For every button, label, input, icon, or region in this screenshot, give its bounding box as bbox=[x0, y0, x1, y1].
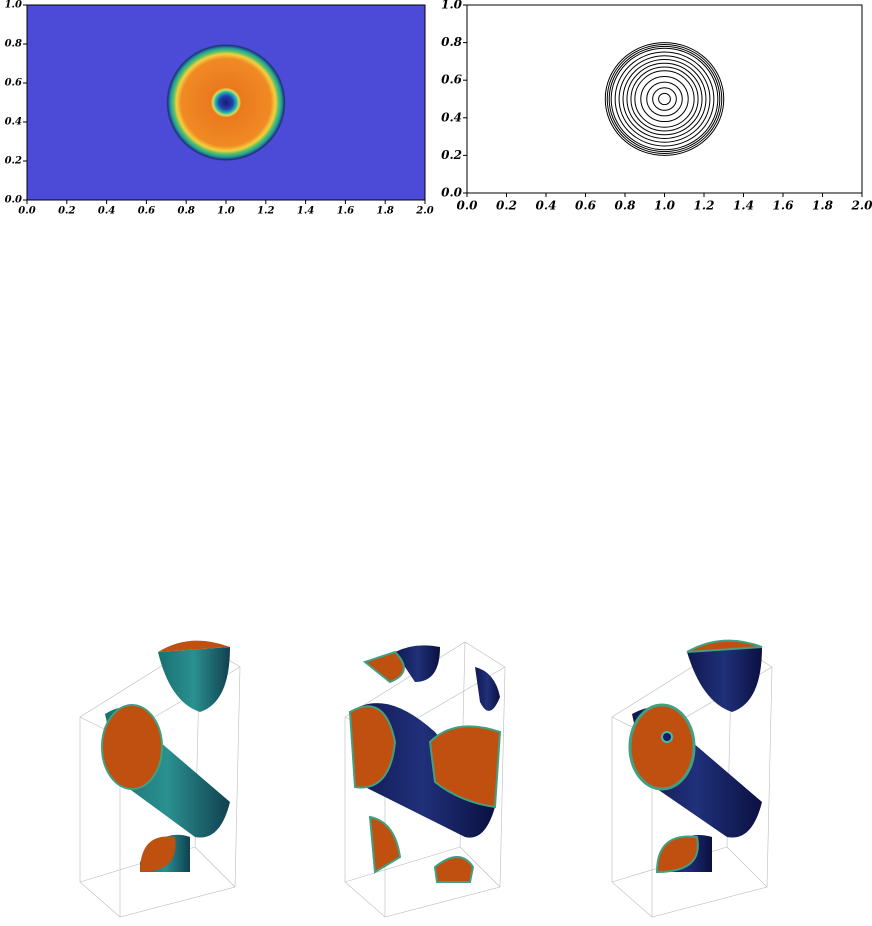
y-tick-label: 0.0 bbox=[441, 186, 463, 200]
y-tick-label: 0.2 bbox=[5, 156, 22, 167]
contour-line bbox=[608, 45, 721, 153]
y-tick-label: 0.4 bbox=[441, 110, 462, 124]
x-tick-label: 1.2 bbox=[257, 206, 274, 217]
x-tick-label: 0.0 bbox=[457, 199, 479, 213]
y-tick-label: 1.0 bbox=[5, 0, 22, 11]
x-tick-label: 0.8 bbox=[177, 206, 194, 217]
contour-line bbox=[652, 87, 677, 111]
chart: 0.0 0.2 0.4 0.6 0.8 1.0 1.2 1.4 1.6 1.8 2.0 0.0 0.2 0… bbox=[441, 0, 872, 213]
contour-line bbox=[646, 81, 683, 117]
y-tick-label: 0.4 bbox=[5, 117, 22, 128]
x-tick-label: 0.8 bbox=[615, 199, 637, 213]
contour-line bbox=[604, 42, 725, 156]
x-tick-label: 0.0 bbox=[18, 206, 35, 217]
x-tick-label: 0.2 bbox=[496, 199, 517, 213]
contour-line bbox=[626, 62, 703, 136]
plot-background bbox=[467, 5, 862, 193]
contour-line bbox=[606, 43, 723, 155]
y-tick-label: 1.0 bbox=[441, 0, 463, 12]
x-tick-label: 1.6 bbox=[337, 206, 354, 217]
contour-line bbox=[640, 75, 689, 123]
render-3d bbox=[79, 640, 241, 918]
y-tick-label: 0.6 bbox=[5, 78, 22, 89]
x-tick-label: 2.0 bbox=[851, 199, 872, 213]
x-tick-label: 1.0 bbox=[217, 206, 234, 217]
x-tick-label: 1.0 bbox=[654, 199, 676, 213]
contour-line bbox=[634, 70, 695, 128]
y-tick-label: 0.2 bbox=[441, 148, 462, 162]
x-tick-label: 0.4 bbox=[98, 206, 115, 217]
x-tick-label: 1.8 bbox=[812, 199, 834, 213]
contour-line bbox=[618, 55, 711, 143]
x-tick-label: 0.6 bbox=[138, 206, 155, 217]
x-tick-label: 2.0 bbox=[415, 206, 433, 217]
x-tick-label: 0.4 bbox=[536, 199, 557, 213]
x-tick-label: 0.6 bbox=[575, 199, 597, 213]
y-tick-label: 0.8 bbox=[5, 39, 22, 50]
y-tick-label: 0.0 bbox=[5, 195, 22, 206]
x-tick-label: 1.6 bbox=[773, 199, 795, 213]
center-spot bbox=[211, 87, 241, 118]
x-tick-label: 1.4 bbox=[733, 199, 754, 213]
contour-line bbox=[658, 92, 671, 106]
x-tick-label: 1.2 bbox=[694, 199, 715, 213]
y-tick-label: 0.8 bbox=[441, 35, 463, 49]
render-3d bbox=[344, 641, 506, 918]
x-tick-label: 1.4 bbox=[297, 206, 314, 217]
contour-line bbox=[622, 59, 707, 139]
contour-line bbox=[630, 66, 699, 132]
x-tick-label: 1.8 bbox=[376, 206, 393, 217]
chart: 0.0 0.2 0.4 0.6 0.8 1.0 1.2 1.4 1.6 1.8 2.0 0.0 0.2 0… bbox=[5, 0, 434, 217]
contour-line bbox=[610, 47, 719, 151]
render-3d bbox=[611, 639, 773, 918]
contour-line bbox=[614, 51, 715, 147]
y-tick-label: 0.6 bbox=[441, 73, 463, 87]
x-tick-label: 0.2 bbox=[58, 206, 75, 217]
